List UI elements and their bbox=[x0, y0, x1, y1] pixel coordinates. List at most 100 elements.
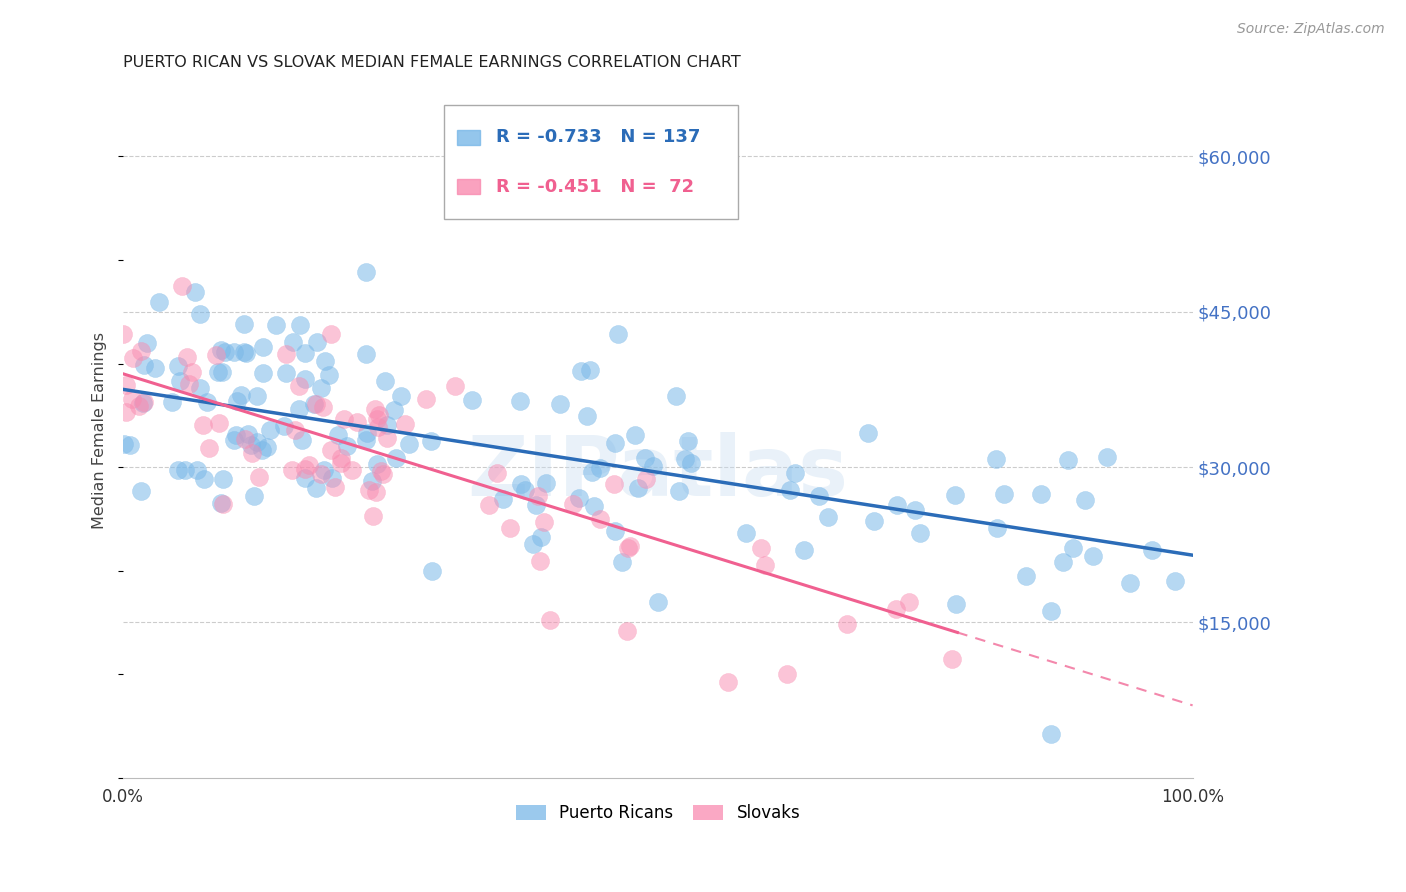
Point bbox=[602, 476, 624, 491]
Point bbox=[274, 347, 297, 361]
Point bbox=[1118, 575, 1140, 590]
Point bbox=[205, 348, 228, 362]
Point bbox=[166, 359, 188, 374]
Point bbox=[356, 434, 378, 448]
Point bbox=[444, 379, 467, 393]
Point bbox=[367, 420, 389, 434]
Point bbox=[945, 597, 967, 611]
Point bbox=[415, 392, 437, 406]
Point bbox=[491, 492, 513, 507]
FancyBboxPatch shape bbox=[444, 104, 738, 219]
Point bbox=[605, 436, 627, 450]
Y-axis label: Median Female Earnings: Median Female Earnings bbox=[93, 333, 107, 529]
Point bbox=[616, 624, 638, 638]
Point bbox=[624, 427, 647, 442]
Point bbox=[252, 339, 274, 353]
Point bbox=[184, 285, 207, 299]
Point bbox=[374, 374, 396, 388]
Point bbox=[986, 521, 1008, 535]
Point bbox=[583, 500, 606, 514]
Point bbox=[207, 365, 229, 379]
Point bbox=[364, 401, 387, 416]
Point bbox=[225, 427, 247, 442]
Point bbox=[754, 558, 776, 572]
Point bbox=[817, 510, 839, 524]
Point bbox=[118, 438, 141, 452]
Point bbox=[280, 463, 302, 477]
Point bbox=[1074, 492, 1097, 507]
Point bbox=[647, 594, 669, 608]
Point bbox=[305, 335, 328, 350]
Point bbox=[366, 457, 388, 471]
Point bbox=[538, 613, 561, 627]
Point bbox=[548, 397, 571, 411]
Point bbox=[132, 358, 155, 372]
Point bbox=[190, 381, 212, 395]
Point bbox=[384, 451, 406, 466]
Point bbox=[589, 461, 612, 475]
Point bbox=[238, 426, 260, 441]
Point bbox=[522, 537, 544, 551]
Point bbox=[129, 483, 152, 498]
Point bbox=[304, 481, 326, 495]
Point bbox=[332, 411, 354, 425]
Point bbox=[128, 399, 150, 413]
Point bbox=[793, 542, 815, 557]
Point bbox=[1040, 605, 1063, 619]
Point bbox=[619, 539, 641, 553]
Point bbox=[908, 526, 931, 541]
Point bbox=[329, 456, 352, 470]
Point bbox=[561, 497, 583, 511]
Point bbox=[235, 345, 257, 359]
Point bbox=[776, 666, 799, 681]
Point bbox=[361, 475, 384, 489]
Point bbox=[179, 376, 201, 391]
Text: PUERTO RICAN VS SLOVAK MEDIAN FEMALE EARNINGS CORRELATION CHART: PUERTO RICAN VS SLOVAK MEDIAN FEMALE EAR… bbox=[124, 55, 741, 70]
Point bbox=[328, 427, 350, 442]
Point bbox=[191, 418, 214, 433]
Point bbox=[284, 423, 307, 437]
Point bbox=[568, 491, 591, 505]
Point bbox=[364, 485, 387, 500]
Point bbox=[209, 496, 232, 510]
Point bbox=[578, 363, 600, 377]
Point bbox=[193, 472, 215, 486]
Point bbox=[886, 498, 908, 512]
Point bbox=[186, 463, 208, 477]
Point bbox=[252, 366, 274, 380]
Point bbox=[256, 440, 278, 454]
Point bbox=[357, 483, 380, 497]
Point bbox=[779, 483, 801, 497]
Point bbox=[1052, 555, 1074, 569]
Point bbox=[112, 436, 135, 450]
Point bbox=[266, 318, 288, 332]
Point bbox=[527, 489, 550, 503]
Point bbox=[984, 451, 1007, 466]
Text: Source: ZipAtlas.com: Source: ZipAtlas.com bbox=[1237, 22, 1385, 37]
Point bbox=[856, 425, 879, 440]
Point bbox=[370, 464, 392, 478]
Point bbox=[211, 365, 233, 379]
Point bbox=[394, 417, 416, 431]
Point bbox=[734, 526, 756, 541]
Point bbox=[898, 595, 921, 609]
Point bbox=[312, 463, 335, 477]
Point bbox=[1040, 727, 1063, 741]
Point bbox=[212, 498, 235, 512]
Point bbox=[603, 524, 626, 538]
Text: ZIPatlas: ZIPatlas bbox=[467, 432, 848, 513]
Point bbox=[274, 366, 297, 380]
Point bbox=[373, 467, 395, 482]
Point bbox=[250, 442, 273, 457]
Point bbox=[607, 327, 630, 342]
Point bbox=[288, 379, 311, 393]
Point bbox=[529, 531, 551, 545]
Point bbox=[524, 498, 547, 512]
Point bbox=[273, 418, 295, 433]
Point bbox=[305, 397, 328, 411]
Point bbox=[1083, 549, 1105, 564]
Point bbox=[513, 483, 536, 497]
Point bbox=[375, 418, 398, 433]
Point bbox=[212, 472, 235, 486]
Point bbox=[717, 674, 740, 689]
